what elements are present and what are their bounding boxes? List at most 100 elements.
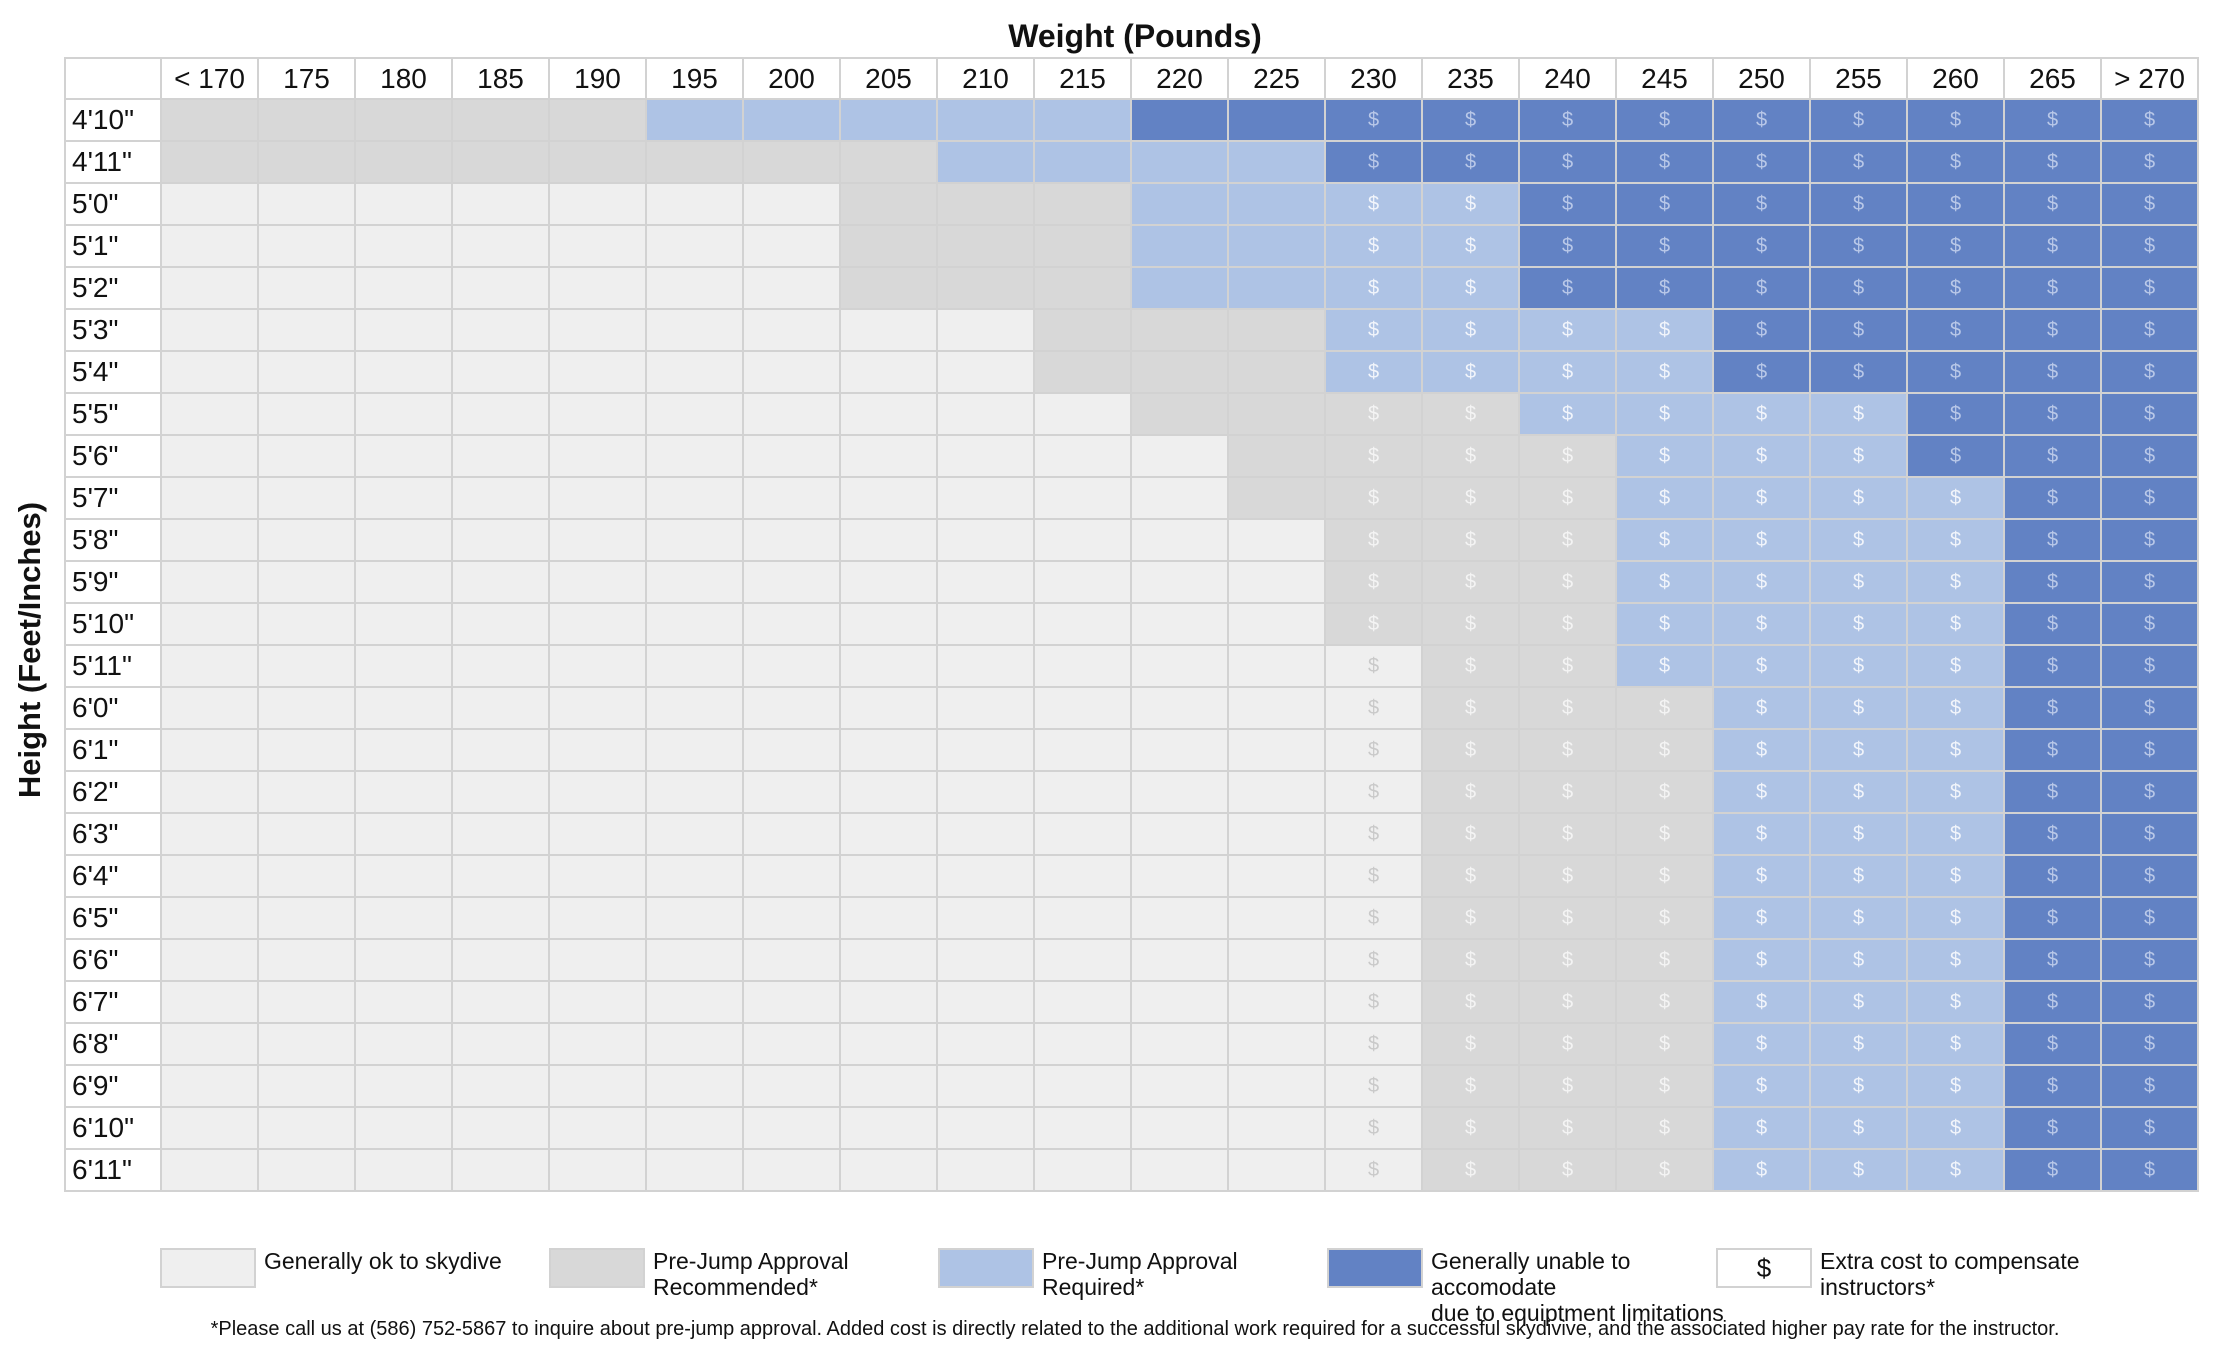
table-cell (257, 350, 356, 394)
table-cell (645, 182, 744, 226)
table-cell: $ (1809, 602, 1908, 646)
table-cell: $ (1324, 728, 1423, 772)
table-cell (645, 224, 744, 268)
table-cell (742, 1148, 841, 1192)
table-cell: $ (1615, 98, 1714, 142)
table-row: 5'10" $ $ $ $ $ $ $ $ $ (64, 602, 2199, 646)
table-cell (1227, 350, 1326, 394)
height-row-header: 6'7" (64, 980, 162, 1024)
table-cell: $ (1615, 224, 1714, 268)
table-cell: $ (1518, 182, 1617, 226)
table-cell (839, 1064, 938, 1108)
table-cell: $ (1421, 812, 1520, 856)
table-cell: $ (2100, 560, 2199, 604)
legend-label: Pre-Jump Approval Recommended* (653, 1248, 849, 1300)
table-cell (1033, 854, 1132, 898)
table-cell: $ (1615, 392, 1714, 436)
table-cell: $ (1712, 896, 1811, 940)
table-cell: $ (2100, 98, 2199, 142)
table-cell (257, 308, 356, 352)
table-cell (160, 140, 259, 184)
table-cell: $ (2100, 854, 2199, 898)
table-cell (645, 392, 744, 436)
table-cell (1227, 728, 1326, 772)
table-cell (160, 854, 259, 898)
table-cell: $ (1421, 476, 1520, 520)
table-cell: $ (1809, 224, 1908, 268)
table-corner (64, 57, 162, 100)
table-cell (936, 644, 1035, 688)
table-cell (354, 644, 453, 688)
table-cell: $ (1615, 980, 1714, 1024)
table-cell (354, 854, 453, 898)
table-cell (742, 602, 841, 646)
table-cell (645, 140, 744, 184)
table-cell (645, 476, 744, 520)
legend-label: Pre-Jump Approval Required* (1042, 1248, 1238, 1300)
table-cell: $ (1712, 644, 1811, 688)
table-cell (839, 896, 938, 940)
table-cell (257, 728, 356, 772)
table-cell (1130, 938, 1229, 982)
table-cell: $ (1809, 1064, 1908, 1108)
table-row: 5'1" $ $ $ $ $ $ $ $ $ (64, 224, 2199, 268)
table-cell: $ (1421, 686, 1520, 730)
weight-column-header: 250 (1712, 57, 1811, 100)
table-cell: $ (1615, 686, 1714, 730)
height-row-header: 6'3" (64, 812, 162, 856)
table-cell (451, 1022, 550, 1066)
table-row: 5'8" $ $ $ $ $ $ $ $ $ (64, 518, 2199, 562)
table-cell (1130, 434, 1229, 478)
table-cell: $ (1324, 812, 1423, 856)
table-cell (160, 392, 259, 436)
table-cell: $ (1906, 476, 2005, 520)
table-cell (1130, 644, 1229, 688)
table-cell (548, 392, 647, 436)
table-cell (354, 686, 453, 730)
table-cell (451, 770, 550, 814)
table-cell (936, 728, 1035, 772)
table-cell: $ (2003, 938, 2102, 982)
weight-column-header: 240 (1518, 57, 1617, 100)
table-cell (1033, 602, 1132, 646)
table-cell (936, 938, 1035, 982)
table-cell: $ (1421, 602, 1520, 646)
table-cell (742, 98, 841, 142)
table-cell (1227, 266, 1326, 310)
height-row-header: 5'5" (64, 392, 162, 436)
table-cell (1227, 476, 1326, 520)
table-cell (936, 266, 1035, 310)
table-cell: $ (1518, 644, 1617, 688)
footnote: *Please call us at (586) 752-5867 to inq… (210, 1318, 2060, 1340)
table-cell: $ (1324, 182, 1423, 226)
table-cell: $ (1324, 686, 1423, 730)
table-cell (839, 980, 938, 1024)
table-cell: $ (1421, 224, 1520, 268)
table-cell (451, 1064, 550, 1108)
table-cell (1130, 560, 1229, 604)
table-cell: $ (1518, 728, 1617, 772)
table-cell (257, 1022, 356, 1066)
table-cell: $ (2100, 1064, 2199, 1108)
table-cell: $ (2003, 812, 2102, 856)
weight-column-header: 265 (2003, 57, 2102, 100)
table-cell: $ (1809, 266, 1908, 310)
table-cell (742, 854, 841, 898)
table-cell (742, 770, 841, 814)
table-cell: $ (1324, 602, 1423, 646)
table-cell: $ (1809, 770, 1908, 814)
table-cell: $ (1906, 644, 2005, 688)
table-cell: $ (1421, 518, 1520, 562)
table-cell (936, 980, 1035, 1024)
table-cell (645, 854, 744, 898)
table-cell: $ (2003, 602, 2102, 646)
table-cell (451, 1148, 550, 1192)
table-cell: $ (2003, 182, 2102, 226)
height-row-header: 5'9" (64, 560, 162, 604)
table-cell: $ (1421, 350, 1520, 394)
table-cell: $ (1615, 1022, 1714, 1066)
table-cell (839, 770, 938, 814)
table-cell (839, 644, 938, 688)
table-cell: $ (1906, 308, 2005, 352)
table-cell: $ (1518, 434, 1617, 478)
